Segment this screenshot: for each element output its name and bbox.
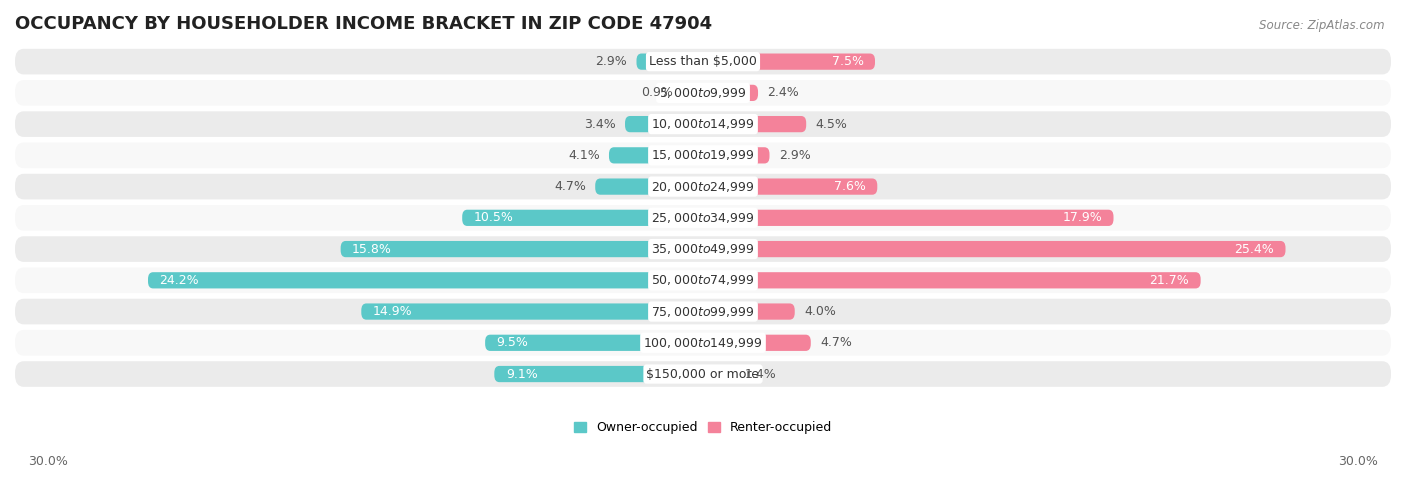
Text: 30.0%: 30.0%	[28, 454, 67, 468]
Text: 15.8%: 15.8%	[352, 243, 392, 256]
Text: 0.9%: 0.9%	[641, 86, 673, 99]
Text: 10.5%: 10.5%	[474, 211, 513, 225]
Text: $15,000 to $19,999: $15,000 to $19,999	[651, 149, 755, 162]
FancyBboxPatch shape	[148, 272, 703, 288]
Text: 4.5%: 4.5%	[815, 118, 848, 131]
Text: 7.5%: 7.5%	[831, 55, 863, 68]
FancyBboxPatch shape	[703, 272, 1201, 288]
Text: $25,000 to $34,999: $25,000 to $34,999	[651, 211, 755, 225]
FancyBboxPatch shape	[15, 174, 1391, 199]
Text: 4.7%: 4.7%	[554, 180, 586, 193]
Text: 4.0%: 4.0%	[804, 305, 835, 318]
FancyBboxPatch shape	[340, 241, 703, 257]
FancyBboxPatch shape	[637, 54, 703, 70]
Text: $50,000 to $74,999: $50,000 to $74,999	[651, 273, 755, 287]
FancyBboxPatch shape	[703, 303, 794, 319]
FancyBboxPatch shape	[703, 178, 877, 195]
FancyBboxPatch shape	[15, 80, 1391, 106]
Text: 4.1%: 4.1%	[568, 149, 600, 162]
FancyBboxPatch shape	[595, 178, 703, 195]
FancyBboxPatch shape	[361, 303, 703, 319]
FancyBboxPatch shape	[485, 335, 703, 351]
FancyBboxPatch shape	[15, 299, 1391, 324]
FancyBboxPatch shape	[626, 116, 703, 132]
FancyBboxPatch shape	[495, 366, 703, 382]
Text: 3.4%: 3.4%	[583, 118, 616, 131]
Text: 9.5%: 9.5%	[496, 337, 529, 349]
Text: 21.7%: 21.7%	[1150, 274, 1189, 287]
FancyBboxPatch shape	[703, 241, 1285, 257]
FancyBboxPatch shape	[703, 366, 735, 382]
Text: $5,000 to $9,999: $5,000 to $9,999	[659, 86, 747, 100]
Legend: Owner-occupied, Renter-occupied: Owner-occupied, Renter-occupied	[568, 416, 838, 439]
FancyBboxPatch shape	[609, 147, 703, 164]
Text: $75,000 to $99,999: $75,000 to $99,999	[651, 304, 755, 318]
FancyBboxPatch shape	[703, 54, 875, 70]
Text: Less than $5,000: Less than $5,000	[650, 55, 756, 68]
FancyBboxPatch shape	[703, 116, 806, 132]
Text: 25.4%: 25.4%	[1234, 243, 1274, 256]
FancyBboxPatch shape	[703, 335, 811, 351]
Text: 2.4%: 2.4%	[768, 86, 799, 99]
FancyBboxPatch shape	[15, 236, 1391, 262]
FancyBboxPatch shape	[15, 267, 1391, 293]
Text: 14.9%: 14.9%	[373, 305, 412, 318]
FancyBboxPatch shape	[703, 147, 769, 164]
Text: $100,000 to $149,999: $100,000 to $149,999	[644, 336, 762, 350]
Text: 7.6%: 7.6%	[834, 180, 866, 193]
FancyBboxPatch shape	[463, 210, 703, 226]
FancyBboxPatch shape	[682, 85, 703, 101]
FancyBboxPatch shape	[15, 205, 1391, 231]
FancyBboxPatch shape	[15, 143, 1391, 168]
Text: 2.9%: 2.9%	[779, 149, 810, 162]
FancyBboxPatch shape	[15, 361, 1391, 387]
Text: 2.9%: 2.9%	[596, 55, 627, 68]
Text: $35,000 to $49,999: $35,000 to $49,999	[651, 242, 755, 256]
Text: $150,000 or more: $150,000 or more	[647, 368, 759, 380]
Text: OCCUPANCY BY HOUSEHOLDER INCOME BRACKET IN ZIP CODE 47904: OCCUPANCY BY HOUSEHOLDER INCOME BRACKET …	[15, 15, 711, 33]
Text: $10,000 to $14,999: $10,000 to $14,999	[651, 117, 755, 131]
FancyBboxPatch shape	[703, 210, 1114, 226]
FancyBboxPatch shape	[15, 112, 1391, 137]
Text: 1.4%: 1.4%	[744, 368, 776, 380]
FancyBboxPatch shape	[15, 330, 1391, 356]
Text: 24.2%: 24.2%	[159, 274, 200, 287]
FancyBboxPatch shape	[15, 49, 1391, 75]
Text: 4.7%: 4.7%	[820, 337, 852, 349]
Text: Source: ZipAtlas.com: Source: ZipAtlas.com	[1260, 19, 1385, 33]
Text: $20,000 to $24,999: $20,000 to $24,999	[651, 180, 755, 194]
FancyBboxPatch shape	[703, 85, 758, 101]
Text: 30.0%: 30.0%	[1339, 454, 1378, 468]
Text: 9.1%: 9.1%	[506, 368, 537, 380]
Text: 17.9%: 17.9%	[1063, 211, 1102, 225]
